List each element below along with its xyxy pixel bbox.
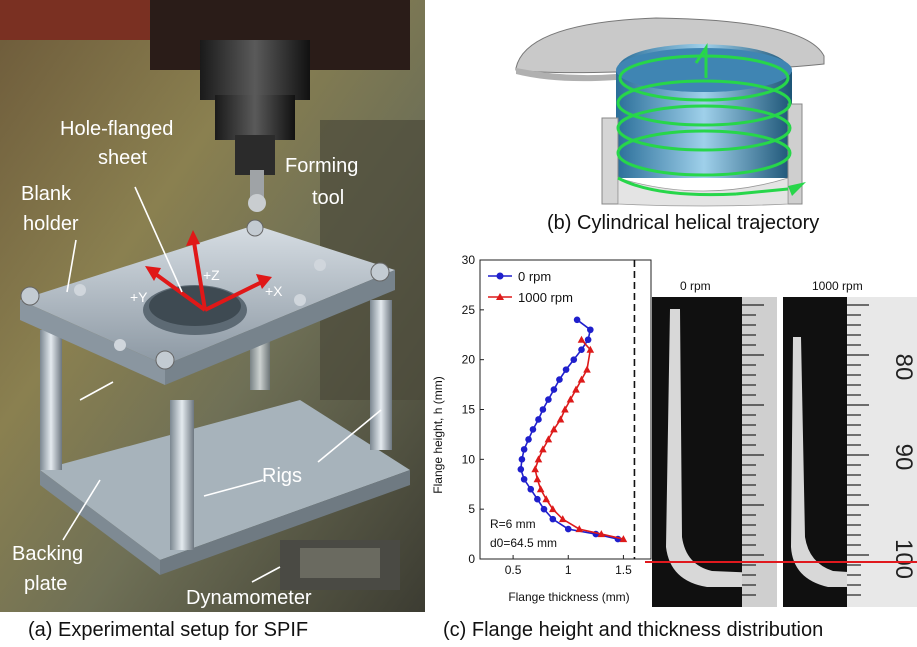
annotation-radius: R=6 mm bbox=[490, 517, 536, 531]
data-point bbox=[536, 485, 545, 493]
callout-forming-tool-line1: Forming bbox=[285, 155, 358, 177]
data-point bbox=[550, 425, 558, 433]
data-point bbox=[518, 456, 526, 463]
data-point bbox=[527, 485, 535, 493]
xray-title-0rpm: 0 rpm bbox=[680, 279, 711, 293]
data-point bbox=[561, 405, 569, 413]
data-point bbox=[575, 525, 584, 533]
x-tick-label: 0.5 bbox=[505, 563, 522, 577]
data-point bbox=[549, 505, 557, 513]
axis-label-x: +X bbox=[265, 283, 283, 299]
axis-label-y: +Y bbox=[130, 289, 148, 305]
reference-line bbox=[645, 561, 917, 563]
y-tick-label: 10 bbox=[462, 452, 476, 466]
callout-backing-plate-line2: plate bbox=[24, 573, 67, 595]
helical-trajectory-illustration bbox=[506, 8, 826, 208]
y-axis-title: Flange height, h (mm) bbox=[431, 376, 445, 493]
legend-label-0rpm: 0 rpm bbox=[518, 269, 551, 284]
helix-path bbox=[616, 43, 792, 197]
legend: 0 rpm 1000 rpm bbox=[488, 269, 573, 305]
coordinate-axes bbox=[148, 235, 267, 312]
xray-image-0rpm bbox=[652, 297, 777, 607]
data-point bbox=[520, 446, 528, 453]
callout-hole-flanged-sheet-line1: Hole-flanged bbox=[60, 118, 173, 140]
callout-rigs: Rigs bbox=[262, 465, 302, 487]
y-tick-label: 20 bbox=[462, 353, 476, 367]
annotation-diameter: d0=64.5 mm bbox=[490, 536, 557, 550]
data-point bbox=[562, 366, 570, 373]
xray-title-1000rpm: 1000 rpm bbox=[812, 279, 863, 293]
ruler-number-80: 80 bbox=[890, 354, 917, 381]
callout-forming-tool-line2: tool bbox=[312, 187, 344, 209]
callout-backing-plate-line1: Backing bbox=[12, 543, 83, 565]
data-point bbox=[570, 356, 578, 363]
callout-dynamometer: Dynamometer bbox=[186, 587, 312, 609]
data-point bbox=[587, 326, 594, 334]
data-point bbox=[556, 415, 565, 423]
data-point bbox=[578, 346, 585, 353]
callout-blank-holder-line2: holder bbox=[23, 213, 79, 235]
axis-label-z: +Z bbox=[203, 267, 220, 283]
data-point bbox=[573, 316, 581, 324]
data-point bbox=[544, 435, 553, 443]
data-point bbox=[583, 365, 591, 373]
data-point bbox=[577, 335, 586, 343]
data-point bbox=[531, 465, 539, 473]
x-tick-label: 1.5 bbox=[615, 563, 632, 577]
y-tick-label: 25 bbox=[462, 303, 476, 317]
ruler-number-100: 100 bbox=[890, 539, 917, 579]
caption-panel-b: (b) Cylindrical helical trajectory bbox=[547, 212, 820, 234]
data-point bbox=[597, 530, 606, 538]
y-tick-label: 0 bbox=[468, 552, 475, 566]
setup-illustration: +Z +Y +X Hole-flanged sheet Forming tool… bbox=[0, 0, 425, 612]
data-point bbox=[540, 505, 548, 513]
data-point bbox=[564, 525, 572, 533]
callout-blank-holder-line1: Blank bbox=[21, 183, 72, 205]
data-point bbox=[586, 345, 595, 353]
data-point bbox=[566, 395, 575, 403]
xray-image-1000rpm: 80 90 100 bbox=[783, 297, 917, 607]
data-point bbox=[584, 336, 592, 344]
data-point bbox=[542, 495, 550, 503]
legend-label-1000rpm: 1000 rpm bbox=[518, 290, 573, 305]
x-tick-label: 1 bbox=[565, 563, 572, 577]
x-axis-title: Flange thickness (mm) bbox=[508, 590, 629, 604]
caption-panel-a: (a) Experimental setup for SPIF bbox=[28, 619, 309, 641]
data-point bbox=[535, 416, 542, 423]
data-point bbox=[517, 466, 525, 473]
data-point bbox=[549, 515, 557, 523]
thickness-chart: 0 5 10 15 20 25 30 0.5 1 1.5 Flange height, h (mm… bbox=[426, 245, 660, 607]
data-point bbox=[558, 515, 567, 523]
data-point bbox=[577, 375, 586, 383]
ruler-number-90: 90 bbox=[890, 444, 917, 471]
data-point bbox=[539, 445, 547, 453]
data-point bbox=[572, 385, 580, 393]
data-point bbox=[539, 406, 547, 413]
callout-arrows bbox=[62, 186, 382, 583]
y-tick-label: 5 bbox=[468, 502, 475, 516]
legend-marker-1000rpm bbox=[496, 293, 504, 300]
experimental-setup-photo: +Z +Y +X Hole-flanged sheet Forming tool… bbox=[0, 0, 425, 612]
data-point bbox=[534, 495, 541, 503]
data-point bbox=[534, 455, 543, 463]
data-point bbox=[520, 475, 528, 483]
data-point bbox=[619, 535, 628, 543]
data-point bbox=[545, 396, 552, 403]
data-point bbox=[550, 386, 558, 393]
callout-hole-flanged-sheet-line2: sheet bbox=[98, 147, 147, 169]
y-tick-label: 30 bbox=[462, 253, 476, 267]
y-tick-label: 15 bbox=[462, 403, 476, 417]
data-point bbox=[525, 436, 532, 443]
data-point bbox=[556, 376, 563, 383]
caption-panel-c: (c) Flange height and thickness distribu… bbox=[443, 619, 824, 641]
data-point bbox=[529, 426, 537, 433]
legend-marker-0rpm bbox=[496, 272, 504, 280]
thickness-chart-svg: 0 5 10 15 20 25 30 0.5 1 1.5 Flange height, h (mm… bbox=[431, 253, 652, 604]
data-point bbox=[533, 475, 542, 483]
